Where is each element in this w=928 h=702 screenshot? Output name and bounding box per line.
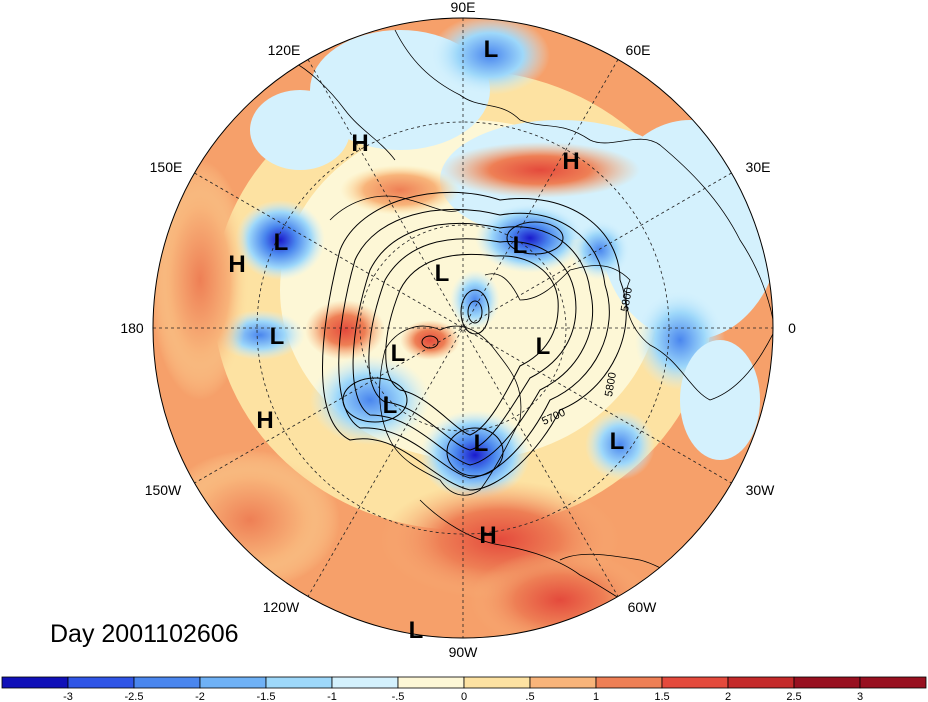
colorbar-box (793, 676, 861, 689)
colorbar: -3 -2.5 -2 -1.5 -1 -.5 0 .5 1 1.5 2 2.5 3 (1, 676, 927, 702)
pressure-center-low: L (383, 392, 398, 419)
pressure-center-low: L (409, 617, 424, 644)
colorbar-box (397, 676, 465, 689)
colorbar-ticks: -3 -2.5 -2 -1.5 -1 -.5 0 .5 1 1.5 2 2.5 3 (63, 691, 863, 702)
lon-label-0: 0 (788, 320, 796, 336)
pressure-center-low: L (484, 36, 499, 63)
lon-label-150w: 150W (145, 482, 182, 498)
pressure-center-low: L (435, 260, 450, 287)
lon-label-120w: 120W (263, 599, 300, 615)
lon-label-60w: 60W (628, 599, 658, 615)
colorbar-tick-label: 1 (593, 691, 599, 702)
colorbar-box (529, 676, 597, 689)
lon-label-90e: 90E (451, 0, 476, 15)
colorbar-box (595, 676, 663, 689)
colorbar-tick-label: -3 (63, 691, 73, 702)
lon-label-60e: 60E (626, 42, 651, 58)
colorbar-box (199, 676, 267, 689)
colorbar-box (1, 676, 69, 689)
contour-lines (322, 191, 627, 491)
colorbar-tick-label: 1.5 (654, 691, 669, 702)
colorbar-box (661, 676, 729, 689)
pressure-center-low: L (270, 323, 285, 350)
lon-label-150e: 150E (150, 159, 183, 175)
pressure-center-low: L (474, 430, 489, 457)
colorbar-box (67, 676, 135, 689)
pressure-center-low: L (513, 232, 528, 259)
pressure-center-low: L (536, 333, 551, 360)
pressure-center-low: L (274, 229, 289, 256)
colorbar-box (463, 676, 531, 689)
longitude-labels: 90E 60E 30E 0 30W 60W 90W 120W 150W 180 … (120, 0, 796, 660)
lon-label-120e: 120E (268, 42, 301, 58)
lon-label-30w: 30W (746, 482, 776, 498)
pressure-center-high: H (479, 522, 496, 549)
lon-label-90w: 90W (449, 644, 479, 660)
colorbar-tick-label: -.5 (392, 691, 405, 702)
pressure-center-low: L (391, 340, 406, 367)
day-label: Day 2001102606 (50, 620, 239, 648)
colorbar-box (331, 676, 399, 689)
colorbar-tick-label: -2.5 (125, 691, 144, 702)
map-boundary (152, 17, 774, 639)
colorbar-tick-label: 2.5 (786, 691, 801, 702)
colorbar-boxes (1, 676, 927, 689)
pressure-center-low: L (610, 428, 625, 455)
colorbar-tick-label: -2 (195, 691, 205, 702)
contour-value-labels: 5800 5800 5700 (540, 286, 635, 428)
pressure-center-high: H (228, 251, 245, 278)
pressure-center-high: H (256, 407, 273, 434)
pressure-center-high: H (351, 130, 368, 157)
contour-label-5800b: 5800 (603, 371, 619, 397)
colorbar-box (859, 676, 927, 689)
colorbar-box (727, 676, 795, 689)
pressure-centers: L H H L L H L L L L L L L H L H L L (228, 36, 624, 644)
shaded-anomaly-field (153, 18, 773, 638)
colorbar-tick-label: 3 (857, 691, 863, 702)
colorbar-tick-label: 2 (725, 691, 731, 702)
coastlines (289, 29, 773, 611)
colorbar-tick-label: -1.5 (257, 691, 276, 702)
colorbar-box (133, 676, 201, 689)
lon-label-30e: 30E (746, 159, 771, 175)
contour-label-5800a: 5800 (619, 286, 635, 312)
colorbar-tick-label: .5 (525, 691, 534, 702)
colorbar-box (265, 676, 333, 689)
lon-label-180: 180 (120, 320, 144, 336)
colorbar-tick-label: 0 (461, 691, 467, 702)
colorbar-tick-label: -1 (327, 691, 337, 702)
graticule (153, 18, 773, 638)
pressure-center-high: H (562, 148, 579, 175)
